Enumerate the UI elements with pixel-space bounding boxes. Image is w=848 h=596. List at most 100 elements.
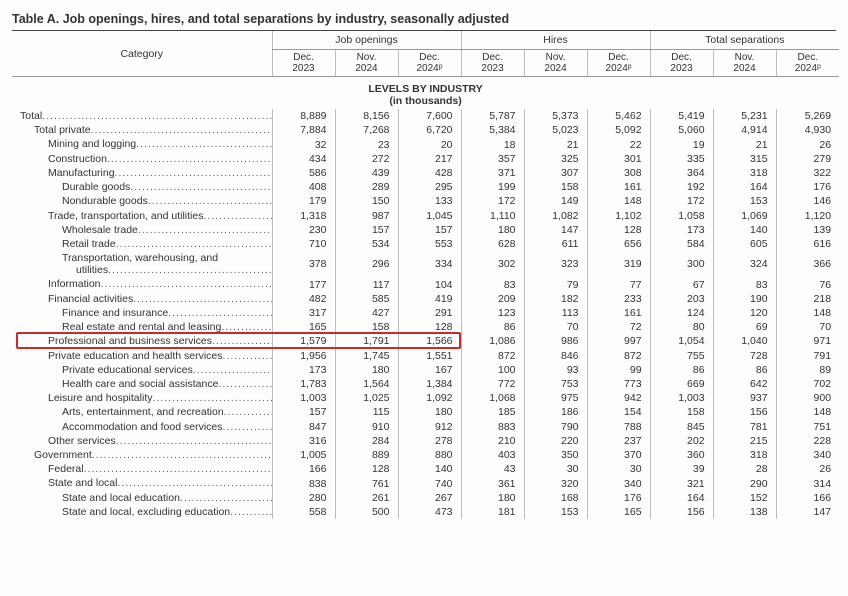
table-row: Real estate and rental and leasing......… <box>12 320 839 334</box>
cell-value: 1,025 <box>335 391 398 405</box>
table-row: Construction............................… <box>12 152 839 166</box>
cell-value: 158 <box>335 320 398 334</box>
period-col: Nov.2024 <box>713 50 776 77</box>
cell-value: 473 <box>398 505 461 519</box>
cell-value: 176 <box>776 180 839 194</box>
section-head-2: (in thousands) <box>13 95 838 107</box>
cell-value: 89 <box>776 363 839 377</box>
row-label: Wholesale trade.........................… <box>12 223 272 237</box>
cell-value: 912 <box>398 420 461 434</box>
cell-value: 139 <box>776 223 839 237</box>
cell-value: 177 <box>272 277 335 291</box>
row-label: Retail trade............................… <box>12 237 272 251</box>
cell-value: 1,791 <box>335 334 398 348</box>
table-row: Nondurable goods........................… <box>12 194 839 208</box>
cell-value: 845 <box>650 420 713 434</box>
table-header: Category Job openings Hires Total separa… <box>12 31 839 77</box>
cell-value: 18 <box>461 137 524 151</box>
cell-value: 26 <box>776 462 839 476</box>
row-label: Trade, transportation, and utilities....… <box>12 209 272 223</box>
table-row: Transportation, warehousing, andutilitie… <box>12 251 839 277</box>
cell-value: 100 <box>461 363 524 377</box>
cell-value: 1,054 <box>650 334 713 348</box>
cell-value: 153 <box>713 194 776 208</box>
cell-value: 314 <box>776 476 839 490</box>
cell-value: 5,269 <box>776 109 839 123</box>
table-row: Retail trade............................… <box>12 237 839 251</box>
cell-value: 4,914 <box>713 123 776 137</box>
cell-value: 179 <box>272 194 335 208</box>
cell-value: 290 <box>713 476 776 490</box>
cell-value: 788 <box>587 420 650 434</box>
period-col: Dec.2024ᵖ <box>587 50 650 77</box>
cell-value: 148 <box>587 194 650 208</box>
cell-value: 1,003 <box>650 391 713 405</box>
cell-value: 910 <box>335 420 398 434</box>
cell-value: 669 <box>650 377 713 391</box>
cell-value: 427 <box>335 306 398 320</box>
cell-value: 166 <box>776 491 839 505</box>
row-label: Federal.................................… <box>12 462 272 476</box>
row-label: Professional and business services......… <box>12 334 272 348</box>
row-label: State and local, excluding education....… <box>12 505 272 519</box>
cell-value: 147 <box>524 223 587 237</box>
row-label: Information.............................… <box>12 277 272 291</box>
cell-value: 1,068 <box>461 391 524 405</box>
cell-value: 846 <box>524 349 587 363</box>
cell-value: 439 <box>335 166 398 180</box>
cell-value: 319 <box>587 251 650 277</box>
cell-value: 202 <box>650 434 713 448</box>
cell-value: 161 <box>587 180 650 194</box>
cell-value: 1,003 <box>272 391 335 405</box>
cell-value: 186 <box>524 405 587 419</box>
cell-value: 751 <box>776 420 839 434</box>
cell-value: 158 <box>524 180 587 194</box>
cell-value: 350 <box>524 448 587 462</box>
cell-value: 323 <box>524 251 587 277</box>
cell-value: 611 <box>524 237 587 251</box>
group-hires: Hires <box>461 31 650 50</box>
cell-value: 19 <box>650 137 713 151</box>
cell-value: 1,102 <box>587 209 650 223</box>
cell-value: 728 <box>713 349 776 363</box>
cell-value: 937 <box>713 391 776 405</box>
cell-value: 378 <box>272 251 335 277</box>
cell-value: 176 <box>587 491 650 505</box>
cell-value: 70 <box>776 320 839 334</box>
cell-value: 180 <box>461 223 524 237</box>
cell-value: 553 <box>398 237 461 251</box>
cell-value: 5,023 <box>524 123 587 137</box>
cell-value: 5,060 <box>650 123 713 137</box>
cell-value: 168 <box>524 491 587 505</box>
cell-value: 317 <box>272 306 335 320</box>
cell-value: 148 <box>776 405 839 419</box>
period-col: Nov.2024 <box>524 50 587 77</box>
cell-value: 20 <box>398 137 461 151</box>
cell-value: 157 <box>272 405 335 419</box>
cell-value: 755 <box>650 349 713 363</box>
cell-value: 308 <box>587 166 650 180</box>
cell-value: 5,462 <box>587 109 650 123</box>
row-label: Finance and insurance...................… <box>12 306 272 320</box>
col-category: Category <box>12 31 272 77</box>
row-label: Financial activities....................… <box>12 292 272 306</box>
cell-value: 702 <box>776 377 839 391</box>
cell-value: 316 <box>272 434 335 448</box>
cell-value: 357 <box>461 152 524 166</box>
cell-value: 7,268 <box>335 123 398 137</box>
cell-value: 86 <box>713 363 776 377</box>
row-label: Total...................................… <box>12 109 272 123</box>
row-label: State and local.........................… <box>12 476 272 490</box>
cell-value: 72 <box>587 320 650 334</box>
cell-value: 7,600 <box>398 109 461 123</box>
cell-value: 140 <box>713 223 776 237</box>
cell-value: 117 <box>335 277 398 291</box>
cell-value: 93 <box>524 363 587 377</box>
cell-value: 1,566 <box>398 334 461 348</box>
cell-value: 192 <box>650 180 713 194</box>
cell-value: 237 <box>587 434 650 448</box>
cell-value: 761 <box>335 476 398 490</box>
cell-value: 880 <box>398 448 461 462</box>
row-label: Private education and health services...… <box>12 349 272 363</box>
cell-value: 5,419 <box>650 109 713 123</box>
